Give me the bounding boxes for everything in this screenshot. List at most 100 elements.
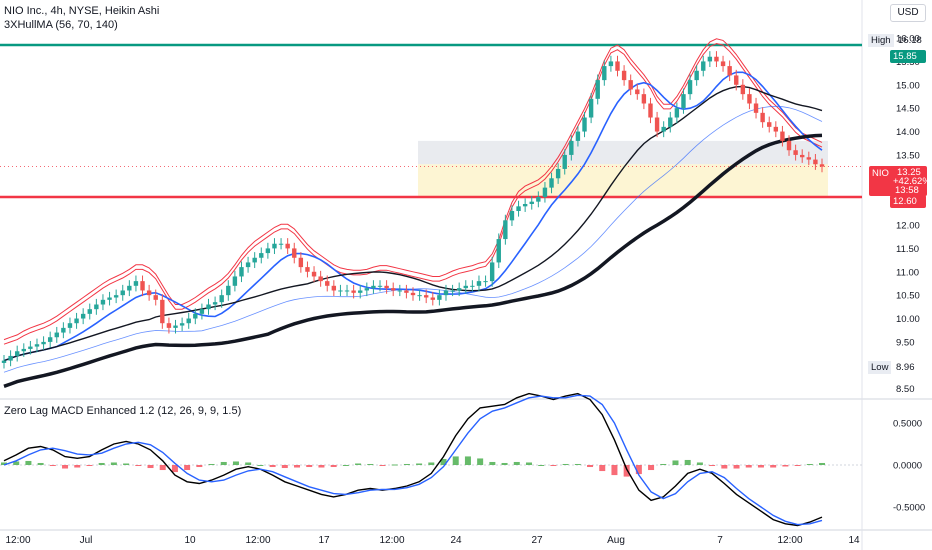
- candle-body: [80, 313, 86, 319]
- candle-body: [694, 70, 699, 81]
- candle-body: [806, 157, 812, 160]
- upper-line-badge: 15.85: [890, 50, 926, 63]
- price-axis-label: 10.50: [896, 291, 920, 302]
- candle-body: [734, 75, 739, 85]
- candle-body: [292, 248, 297, 258]
- macd-histogram-bar: [538, 465, 545, 466]
- price-axis-label: 8.50: [896, 384, 915, 395]
- candle-body: [417, 295, 422, 297]
- macd-histogram-bar: [159, 465, 166, 471]
- symbol-title[interactable]: NIO Inc., 4h, NYSE, Heikin Ashi: [4, 5, 160, 17]
- macd-histogram-bar: [391, 464, 398, 466]
- candle-body: [113, 295, 119, 298]
- macd-axis-label: 0.5000: [893, 419, 922, 430]
- candle-body: [773, 126, 779, 132]
- candle-body: [635, 89, 640, 95]
- candle-body: [94, 304, 99, 310]
- time-tick: 12:00: [379, 535, 405, 546]
- candle-body: [265, 248, 271, 254]
- price-axis-label: 10.00: [896, 314, 920, 325]
- macd-histogram-bar: [147, 465, 154, 469]
- indicator-title-macd[interactable]: Zero Lag MACD Enhanced 1.2 (12, 26, 9, 9…: [4, 405, 242, 417]
- time-tick: 17: [318, 535, 330, 546]
- candle-body: [146, 290, 152, 296]
- macd-histogram-bar: [428, 462, 435, 465]
- macd-histogram-bar: [281, 465, 288, 469]
- candle-body: [206, 304, 211, 310]
- candle-body: [575, 131, 581, 141]
- candle-body: [212, 302, 218, 305]
- high-value: 16.18: [898, 35, 922, 46]
- currency-button[interactable]: USD: [890, 4, 926, 22]
- candle-body: [87, 309, 92, 314]
- macd-histogram-bar: [623, 465, 630, 477]
- time-tick: Jul: [79, 535, 93, 546]
- bar-countdown: 13:58: [895, 185, 919, 196]
- time-tick: 12:00: [777, 535, 803, 546]
- candle-body: [272, 243, 277, 249]
- macd-histogram-bar: [196, 465, 203, 468]
- candle-body: [61, 327, 66, 333]
- candle-body: [780, 131, 785, 141]
- candle-body: [509, 211, 515, 221]
- candle-body: [397, 290, 403, 292]
- candle-body: [325, 281, 330, 286]
- price-axis-label: 12.00: [896, 221, 920, 232]
- candle-body: [173, 325, 178, 328]
- candle-body: [404, 290, 409, 293]
- candle-body: [133, 281, 139, 286]
- candle-body: [674, 108, 680, 118]
- candle-body: [569, 140, 574, 155]
- hull-red-upper: [3, 38, 823, 341]
- candle-body: [371, 285, 376, 289]
- candle-body: [100, 299, 106, 305]
- macd-histogram-bar: [355, 463, 362, 465]
- macd-histogram-bar: [599, 465, 606, 472]
- macd-histogram-bar: [245, 462, 252, 465]
- candle-body: [74, 318, 79, 324]
- macd-histogram-bar: [513, 461, 520, 465]
- macd-histogram-bar: [574, 463, 581, 465]
- candle-body: [489, 262, 495, 282]
- macd-histogram-bar: [464, 456, 471, 465]
- candle-body: [641, 94, 647, 104]
- candle-body: [14, 351, 20, 356]
- macd-histogram-bar: [330, 465, 337, 468]
- macd-histogram-bar: [13, 461, 20, 465]
- macd-histogram-bar: [37, 462, 44, 465]
- candle-body: [28, 346, 33, 349]
- candle-body: [305, 267, 310, 272]
- candle-body: [687, 80, 693, 95]
- candle-body: [410, 292, 416, 296]
- candle-body: [701, 61, 706, 71]
- candle-body: [384, 285, 389, 289]
- price-axis-label: 13.50: [896, 150, 920, 161]
- price-axis-label: 9.50: [896, 337, 915, 348]
- candle-body: [344, 290, 350, 292]
- candle-body: [496, 239, 501, 263]
- macd-histogram-bar: [757, 465, 764, 468]
- candle-body: [232, 276, 238, 286]
- candle-body: [430, 297, 435, 300]
- candle-body: [311, 271, 317, 277]
- candle-body: [555, 168, 561, 179]
- candle-body: [668, 117, 673, 127]
- candle-body: [648, 103, 653, 118]
- macd-histogram-bar: [110, 462, 117, 465]
- candle-body: [245, 262, 251, 268]
- macd-histogram-bar: [403, 463, 410, 465]
- hull-mid-line: [3, 85, 823, 362]
- macd-histogram-bar: [660, 463, 667, 465]
- candle-body: [542, 187, 548, 197]
- macd-histogram-bar: [452, 456, 459, 465]
- candle-body: [503, 220, 508, 240]
- candle-body: [727, 66, 732, 76]
- hull-slow-line: [3, 133, 823, 388]
- macd-histogram-bar: [501, 462, 508, 465]
- time-tick: 12:00: [5, 535, 31, 546]
- candle-body: [681, 94, 686, 109]
- macd-histogram-bar: [367, 463, 374, 465]
- low-label: Low: [868, 361, 892, 374]
- indicator-title-hull[interactable]: 3XHullMA (56, 70, 140): [4, 19, 118, 31]
